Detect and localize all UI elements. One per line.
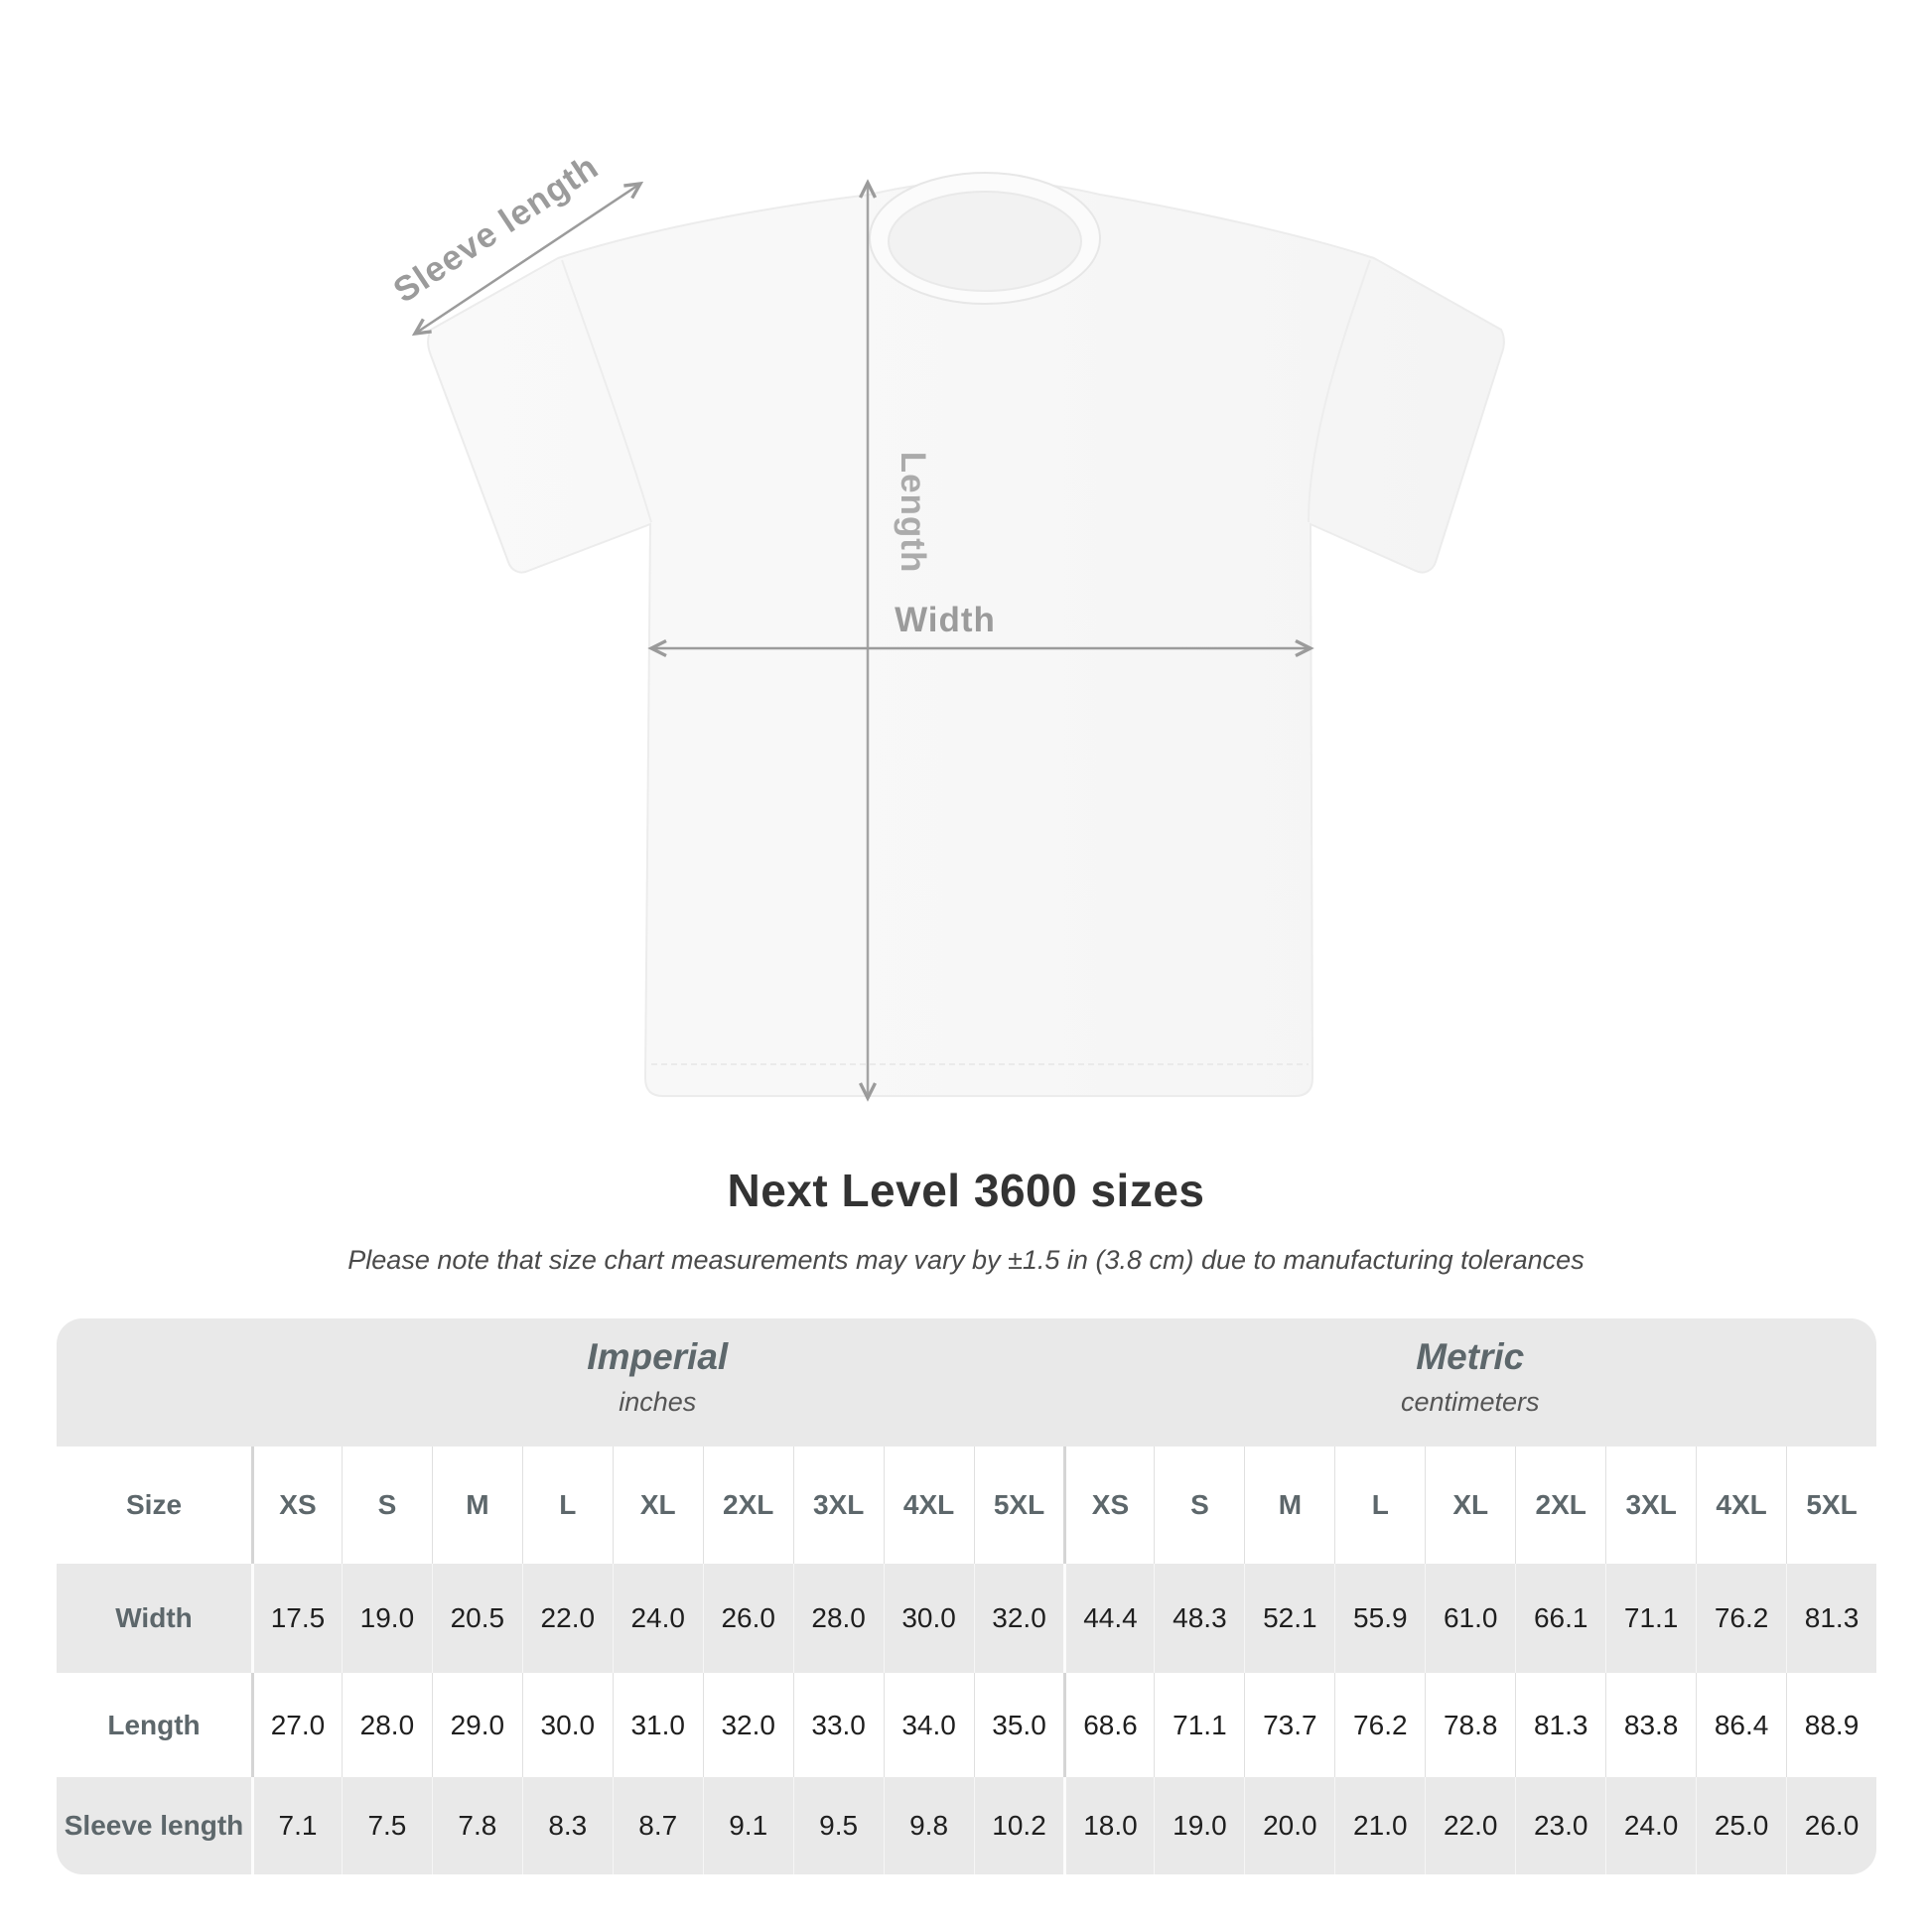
size-column-header: S — [1154, 1447, 1244, 1564]
width-row: Width 17.5 19.0 20.5 22.0 24.0 26.0 28.0 30.0 32… — [57, 1564, 1876, 1673]
imperial-unit-label: inches — [619, 1387, 697, 1417]
size-column-header: M — [431, 1447, 522, 1564]
width-value: 44.4 — [1063, 1564, 1154, 1673]
page-title: Next Level 3600 sizes — [727, 1165, 1205, 1216]
sleeve-length-value: 21.0 — [1334, 1777, 1425, 1874]
size-column-header: XS — [1063, 1447, 1154, 1564]
sleeve-length-row-label: Sleeve length — [64, 1810, 244, 1841]
width-value: 66.1 — [1515, 1564, 1605, 1673]
size-column-header: 2XL — [1515, 1447, 1605, 1564]
size-column-header: L — [1334, 1447, 1425, 1564]
size-column-header: 3XL — [792, 1447, 884, 1564]
size-column-header: 2XL — [702, 1447, 793, 1564]
size-column-header: 4XL — [883, 1447, 974, 1564]
width-value: 52.1 — [1244, 1564, 1334, 1673]
length-value: 76.2 — [1334, 1673, 1425, 1777]
size-column-header: 5XL — [1786, 1447, 1876, 1564]
length-value: 78.8 — [1425, 1673, 1515, 1777]
sleeve-length-value: 7.8 — [431, 1777, 522, 1874]
width-value: 26.0 — [702, 1564, 793, 1673]
length-value: 88.9 — [1786, 1673, 1876, 1777]
sleeve-length-arrow — [411, 181, 644, 337]
length-value: 68.6 — [1063, 1673, 1154, 1777]
metric-group-header: Metric centimeters — [1064, 1318, 1877, 1447]
width-value: 17.5 — [251, 1564, 342, 1673]
sleeve-length-value: 7.1 — [251, 1777, 342, 1874]
width-value: 61.0 — [1425, 1564, 1515, 1673]
size-column-header: XL — [1425, 1447, 1515, 1564]
length-row-label: Length — [107, 1709, 201, 1740]
length-value: 31.0 — [612, 1673, 703, 1777]
length-value: 28.0 — [341, 1673, 432, 1777]
sleeve-length-value: 20.0 — [1244, 1777, 1334, 1874]
length-value: 71.1 — [1154, 1673, 1244, 1777]
metric-label: Metric — [1416, 1336, 1525, 1377]
size-column-header: 4XL — [1696, 1447, 1786, 1564]
size-column-header: L — [521, 1447, 613, 1564]
size-column-header: 3XL — [1605, 1447, 1696, 1564]
width-value: 30.0 — [883, 1564, 974, 1673]
sleeve-length-value: 26.0 — [1786, 1777, 1876, 1874]
sleeve-length-value: 7.5 — [341, 1777, 432, 1874]
right-sleeve-seam — [1308, 259, 1371, 523]
length-value: 30.0 — [521, 1673, 613, 1777]
sleeve-length-value: 18.0 — [1063, 1777, 1154, 1874]
sleeve-length-value: 25.0 — [1696, 1777, 1786, 1874]
imperial-group-header: Imperial inches — [251, 1318, 1064, 1447]
sleeve-length-value: 8.3 — [521, 1777, 613, 1874]
size-column-header: 5XL — [973, 1447, 1064, 1564]
sleeve-length-value: 8.7 — [612, 1777, 703, 1874]
tolerance-note: Please note that size chart measurements… — [347, 1245, 1585, 1275]
width-value: 55.9 — [1334, 1564, 1425, 1673]
width-row-label: Width — [115, 1602, 193, 1633]
width-value: 71.1 — [1605, 1564, 1696, 1673]
size-column-header: XS — [251, 1447, 342, 1564]
length-value: 35.0 — [973, 1673, 1064, 1777]
length-value: 81.3 — [1515, 1673, 1605, 1777]
width-value: 48.3 — [1154, 1564, 1244, 1673]
sleeve-length-value: 19.0 — [1154, 1777, 1244, 1874]
sleeve-length-value: 9.8 — [883, 1777, 974, 1874]
length-value: 83.8 — [1605, 1673, 1696, 1777]
width-value: 32.0 — [973, 1564, 1064, 1673]
width-value: 20.5 — [431, 1564, 522, 1673]
width-value: 24.0 — [612, 1564, 703, 1673]
width-value: 28.0 — [792, 1564, 884, 1673]
size-column-header: S — [341, 1447, 432, 1564]
sleeve-length-row: Sleeve length 7.1 7.5 7.8 8.3 8.7 9.1 9.5 9.8 10… — [57, 1777, 1876, 1874]
sleeve-length-value: 22.0 — [1425, 1777, 1515, 1874]
width-value: 19.0 — [341, 1564, 432, 1673]
collar-inner — [888, 191, 1082, 292]
length-value: 33.0 — [792, 1673, 884, 1777]
length-value: 32.0 — [702, 1673, 793, 1777]
length-value: 86.4 — [1696, 1673, 1786, 1777]
imperial-label: Imperial — [587, 1336, 729, 1377]
unit-group-row: Imperial inches Metric centimeters — [57, 1318, 1876, 1447]
length-value: 29.0 — [431, 1673, 522, 1777]
length-row: Length 27.0 28.0 29.0 30.0 31.0 32.0 33.0 34.0 3… — [57, 1673, 1876, 1777]
size-table: Imperial inches Metric centimeters Size … — [57, 1318, 1876, 1874]
tshirt-measurement-diagram: Sleeve length Length Width — [386, 147, 1505, 1102]
length-label: Length — [894, 452, 932, 574]
width-value: 22.0 — [521, 1564, 613, 1673]
width-value: 76.2 — [1696, 1564, 1786, 1673]
sleeve-length-value: 9.1 — [702, 1777, 793, 1874]
width-value: 81.3 — [1786, 1564, 1876, 1673]
group-header-spacer — [57, 1318, 251, 1447]
size-column-header: M — [1244, 1447, 1334, 1564]
size-header-label: Size — [125, 1489, 183, 1520]
length-value: 73.7 — [1244, 1673, 1334, 1777]
sleeve-length-value: 24.0 — [1605, 1777, 1696, 1874]
length-value: 27.0 — [251, 1673, 342, 1777]
sleeve-length-value: 10.2 — [973, 1777, 1064, 1874]
size-header-row: Size XS S M L XL 2XL 3XL 4XL 5XL XS S M L XL 2XL 3XL 4XL… — [57, 1447, 1876, 1564]
size-column-header: XL — [612, 1447, 703, 1564]
length-value: 34.0 — [883, 1673, 974, 1777]
sleeve-length-value: 9.5 — [792, 1777, 884, 1874]
sleeve-length-value: 23.0 — [1515, 1777, 1605, 1874]
metric-unit-label: centimeters — [1400, 1387, 1540, 1417]
width-label: Width — [895, 601, 996, 639]
